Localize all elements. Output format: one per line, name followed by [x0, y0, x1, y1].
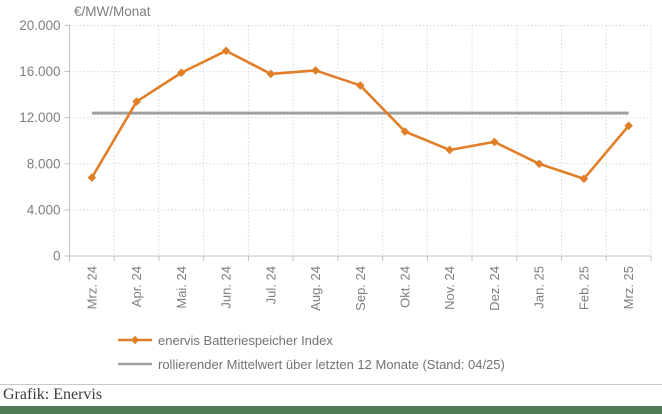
x-axis-tick-label: Sep. 24: [353, 266, 368, 311]
x-axis-tick-label: Dez. 24: [487, 266, 502, 311]
footer-divider: [0, 384, 662, 385]
x-axis-tick-label: Jan. 25: [532, 266, 547, 309]
x-axis-tick-label: Apr. 24: [129, 266, 144, 307]
x-axis-tick-label: Nov. 24: [442, 266, 457, 310]
legend-item-rolling-mean: rollierender Mittelwert über letzten 12 …: [118, 352, 505, 376]
orange-line-diamond-swatch-icon: [118, 335, 152, 345]
data-point-marker: [624, 121, 633, 131]
data-point-marker: [490, 137, 499, 147]
footer-credit: Grafik: Enervis: [3, 386, 103, 403]
data-point-marker: [87, 173, 97, 182]
gray-line-swatch-icon: [118, 362, 152, 366]
index-series-line: [90, 49, 630, 181]
x-axis-tick-label: Aug. 24: [308, 266, 323, 311]
data-point-marker: [266, 69, 276, 79]
data-point-marker: [579, 174, 589, 184]
y-axis-tick-label: 20.000: [19, 18, 60, 33]
data-point-marker: [534, 159, 544, 169]
data-point-marker: [221, 46, 231, 56]
y-axis-tick-label: 0: [53, 249, 61, 264]
x-axis-tick-label: Mrz. 25: [621, 266, 636, 309]
x-axis-tick-label: Jun. 24: [219, 266, 234, 309]
x-axis-tick-label: Mai. 24: [174, 266, 189, 309]
data-point-marker: [400, 127, 410, 136]
data-point-marker: [311, 66, 320, 75]
x-axis-tick-label: Okt. 24: [397, 266, 412, 308]
legend-label-rolling-mean: rollierender Mittelwert über letzten 12 …: [158, 356, 505, 372]
y-axis-tick-label: 16.000: [19, 64, 60, 79]
x-axis-tick-label: Feb. 25: [576, 266, 591, 310]
data-point-marker: [132, 97, 141, 106]
x-axis-tick-label: Jul. 24: [263, 266, 278, 304]
data-point-marker: [177, 68, 186, 78]
legend-item-batteriespeicher-index: enervis Batteriespeicher Index: [118, 328, 505, 352]
chart-legend: enervis Batteriespeicher Index rollieren…: [118, 328, 505, 376]
footer-green-bar: [0, 406, 662, 414]
plot-area: 0 4.000 8.000 12.000 16.000 20.000 Mrz. 24 Apr.…: [19, 18, 652, 311]
data-point-marker: [355, 81, 365, 90]
data-point-marker: [445, 145, 455, 155]
y-axis-unit-title: €/MW/Monat: [74, 4, 151, 19]
y-axis-tick-label: 12.000: [19, 110, 60, 125]
legend-label-index: enervis Batteriespeicher Index: [158, 332, 333, 348]
y-axis-tick-label: 8.000: [27, 156, 61, 171]
x-axis-tick-label: Mrz. 24: [84, 266, 99, 309]
y-axis-tick-label: 4.000: [27, 202, 61, 217]
chart-canvas: €/MW/Monat 0 4.000 8.000 12.000 16.000 20.000…: [19, 4, 652, 311]
